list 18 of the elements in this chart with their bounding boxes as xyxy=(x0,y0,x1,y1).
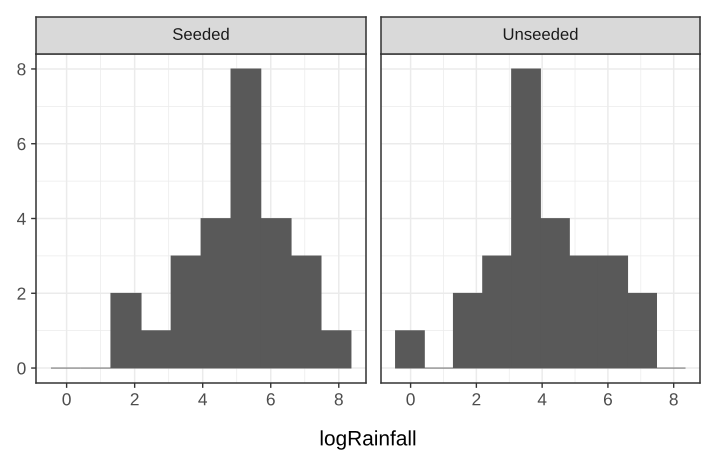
x-tick-label: 0 xyxy=(406,393,415,406)
x-tick-label: 6 xyxy=(266,393,275,406)
y-tick-label: 2 xyxy=(17,287,26,300)
x-tick-label: 4 xyxy=(198,393,208,406)
y-tick-label: 0 xyxy=(17,362,26,375)
chart-title: Unseeded xyxy=(504,28,578,40)
x-tick-label: 4 xyxy=(538,393,546,406)
x-tick-label: 6 xyxy=(604,393,612,406)
x-tick-label: 2 xyxy=(472,393,480,406)
x-axis-title: logRainfall xyxy=(320,430,416,450)
y-tick-label: 4 xyxy=(17,212,26,225)
x-tick-label: 2 xyxy=(130,393,139,406)
x-tick-label: 8 xyxy=(334,393,343,406)
chart-title: Seeded xyxy=(173,28,229,40)
y-tick-label: 8 xyxy=(17,63,26,76)
x-tick-label: 0 xyxy=(62,393,71,406)
y-tick-label: 6 xyxy=(18,138,26,150)
x-tick-label: 8 xyxy=(670,393,678,406)
